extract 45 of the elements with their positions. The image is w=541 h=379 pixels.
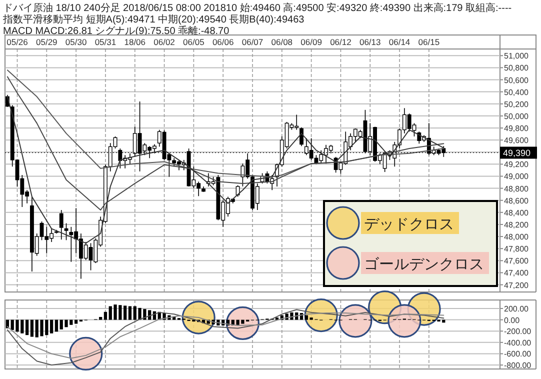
y-tick-label: 47,800: [504, 244, 530, 254]
x-tick-label: 06/02: [154, 37, 176, 47]
x-tick-label: 05/30: [65, 37, 87, 47]
y-tick-label: -600.00: [504, 350, 532, 359]
y-tick-label: 47,400: [504, 268, 530, 278]
x-tick-label: 06/14: [388, 37, 410, 47]
y-tick-label: 49,600: [504, 136, 530, 146]
y-tick-label: 49,200: [504, 160, 530, 170]
y-tick-label: 51,000: [504, 52, 530, 61]
x-tick-label: 06/15: [418, 37, 440, 47]
y-tick-label: -200.00: [504, 327, 532, 336]
x-tick-label: 06/07: [242, 37, 264, 47]
y-tick-label: 50,000: [504, 112, 530, 121]
y-tick-label: 0.00: [504, 316, 520, 325]
y-tick-label: 47,600: [504, 256, 530, 266]
x-tick-label: 06/08: [271, 37, 293, 47]
y-tick-label: 49,800: [504, 124, 530, 133]
chart-subtitle: 指数平滑移動平均 短期A(5):49471 中期(20):49540 長期B(40):49463: [2, 14, 305, 26]
x-tick-label: 06/12: [330, 37, 352, 47]
x-tick-label: 05/31: [94, 37, 116, 47]
y-tick-label: 48,200: [504, 220, 530, 230]
x-tick-label: 18/06: [124, 37, 146, 47]
y-tick-label: 49,000: [504, 172, 530, 182]
y-tick-label: 50,800: [504, 64, 530, 73]
y-tick-label: -400.00: [504, 338, 532, 348]
y-tick-label: 48,600: [504, 196, 530, 206]
y-tick-label: 50,600: [504, 76, 530, 85]
ref-line-label: 49,390: [503, 148, 531, 158]
x-tick-label: 05/29: [36, 37, 58, 47]
y-tick-label: 50,200: [504, 100, 530, 109]
y-tick-label: 48,800: [504, 184, 530, 194]
legend-label: デッドクロス: [364, 216, 454, 233]
x-tick-label: 06/06: [212, 37, 234, 47]
y-tick-label: 50,400: [504, 88, 530, 97]
legend-label: ゴールデンクロス: [364, 256, 484, 273]
x-tick-label: 05/26: [6, 37, 28, 47]
y-tick-label: 48,400: [504, 208, 530, 218]
y-tick-label: 200.00: [504, 304, 530, 314]
y-tick-label: 48,000: [504, 232, 530, 242]
chart-title: ドバイ原油 18/10 240分足 2018/06/15 08:00 201810 始:49460 高:49500 安:49320 終:49390 出来高:179 取組高:----: [3, 2, 512, 14]
x-tick-label: 06/05: [183, 37, 205, 47]
x-tick-label: 06/09: [300, 37, 322, 47]
y-tick-label: -800.00: [504, 361, 532, 370]
y-tick-label: 47,200: [504, 280, 530, 290]
x-tick-label: 06/13: [359, 37, 382, 47]
